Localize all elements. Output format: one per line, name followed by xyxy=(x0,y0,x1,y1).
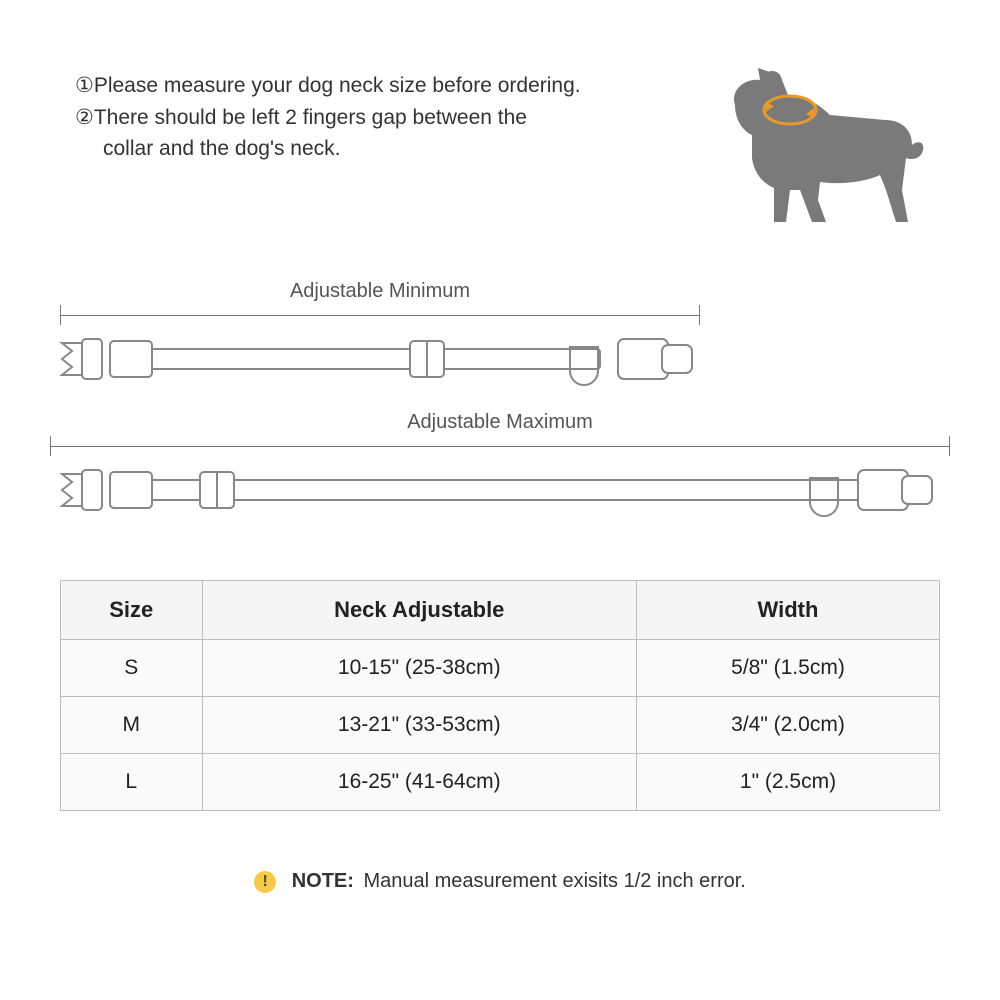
instructions-block: ①Please measure your dog neck size befor… xyxy=(75,70,635,165)
note-row: ! NOTE: Manual measurement exisits 1/2 i… xyxy=(0,870,1000,893)
cell-size: L xyxy=(61,754,203,811)
table-row: L 16-25" (41-64cm) 1" (2.5cm) xyxy=(61,754,940,811)
cell-neck: 13-21" (33-53cm) xyxy=(202,697,636,754)
cell-width: 3/4" (2.0cm) xyxy=(636,697,939,754)
table-row: M 13-21" (33-53cm) 3/4" (2.0cm) xyxy=(61,697,940,754)
note-text: Manual measurement exisits 1/2 inch erro… xyxy=(363,870,745,892)
table-row: S 10-15" (25-38cm) 5/8" (1.5cm) xyxy=(61,640,940,697)
collar-diagrams: Adjustable Minimum Adjustable Maximum xyxy=(50,280,950,520)
min-dim-label: Adjustable Minimum xyxy=(60,280,700,303)
table-header-row: Size Neck Adjustable Width xyxy=(61,581,940,640)
collar-min-svg xyxy=(50,329,710,389)
warning-icon: ! xyxy=(254,871,276,893)
cell-width: 1" (2.5cm) xyxy=(636,754,939,811)
max-dim-line xyxy=(50,436,950,456)
instruction-line-1: ①Please measure your dog neck size befor… xyxy=(75,70,635,102)
cell-size: M xyxy=(61,697,203,754)
col-size: Size xyxy=(61,581,203,640)
size-table: Size Neck Adjustable Width S 10-15" (25-… xyxy=(60,580,940,811)
dog-silhouette-path xyxy=(734,68,923,222)
col-width: Width xyxy=(636,581,939,640)
note-label: NOTE: xyxy=(292,870,354,892)
max-dim-label: Adjustable Maximum xyxy=(50,411,950,434)
instruction-line-2: ②There should be left 2 fingers gap betw… xyxy=(75,102,635,134)
dog-illustration xyxy=(680,40,940,240)
size-table-wrap: Size Neck Adjustable Width S 10-15" (25-… xyxy=(60,580,940,811)
col-neck: Neck Adjustable xyxy=(202,581,636,640)
cell-size: S xyxy=(61,640,203,697)
cell-neck: 16-25" (41-64cm) xyxy=(202,754,636,811)
collar-max-svg xyxy=(50,460,950,520)
instruction-line-3: collar and the dog's neck. xyxy=(75,133,635,165)
min-dim-line xyxy=(60,305,700,325)
cell-neck: 10-15" (25-38cm) xyxy=(202,640,636,697)
cell-width: 5/8" (1.5cm) xyxy=(636,640,939,697)
